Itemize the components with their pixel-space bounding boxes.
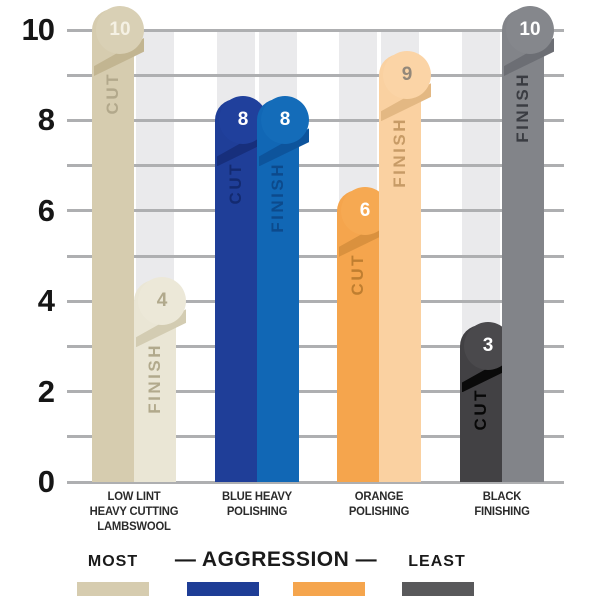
gridline	[67, 164, 564, 168]
gridline	[67, 390, 564, 394]
bar-series-label: FINISH	[390, 117, 409, 188]
bar-value: 10	[519, 19, 541, 40]
gridline	[67, 254, 564, 258]
bar-value: 6	[359, 199, 371, 221]
x-axis-label-lambswool: LOW LINT HEAVY CUTTING LAMBSWOOL	[89, 489, 179, 533]
bar-series-label: FINISH	[268, 162, 287, 234]
y-axis-tick-label: 10	[21, 12, 55, 47]
gridline	[67, 344, 564, 348]
legend-swatch-black	[402, 582, 474, 596]
legend-swatch-lambswool	[77, 582, 149, 596]
bar-series-label: CUT	[226, 162, 245, 205]
x-axis-label-blue: BLUE HEAVY POLISHING	[221, 489, 293, 518]
bar-value: 10	[109, 19, 131, 40]
legend-swatch-blue	[187, 582, 259, 596]
bar-series-label: FINISH	[145, 343, 164, 414]
bar-value-badge: 10	[506, 6, 554, 54]
bar-black-finish: 10 FINISH	[502, 0, 554, 482]
bar-series-label: CUT	[103, 72, 122, 115]
x-axis-label-orange: ORANGE POLISHING	[348, 489, 410, 518]
gridline	[67, 209, 564, 213]
bar-orange-cut: 6 CUT	[337, 0, 389, 482]
bar-shape	[502, 9, 544, 482]
bar-blue-finish: 8 FINISH	[257, 0, 309, 482]
bar-series-label: FINISH	[513, 72, 532, 143]
legend-aggression-title: — AGGRESSION —	[174, 548, 378, 571]
gridline	[67, 28, 564, 32]
bar-value-badge: 4	[138, 277, 186, 326]
bar-value: 3	[482, 335, 494, 357]
y-axis-tick-label: 0	[37, 464, 55, 499]
x-axis-label-black: BLACK FINISHING	[474, 489, 530, 518]
bar-lambswool-cut: 10 CUT	[92, 0, 144, 482]
bar-series-label: CUT	[348, 252, 367, 296]
legend-least-label: LEAST	[408, 553, 466, 570]
bar-value-badge: 8	[261, 96, 309, 145]
legend-swatch-orange	[293, 582, 365, 596]
gridline	[67, 435, 564, 439]
bar-value-badge: 9	[383, 51, 431, 100]
bar-orange-finish: 9 FINISH	[379, 0, 431, 482]
bar-value: 9	[401, 64, 413, 86]
bar-blue-cut: 8 CUT	[215, 0, 267, 482]
y-axis-tick-label: 6	[37, 192, 55, 228]
bar-value: 8	[279, 109, 291, 131]
gridline	[67, 480, 564, 484]
bar-value-badge: 10	[96, 6, 144, 54]
y-axis-tick-label: 8	[37, 102, 55, 138]
bar-value: 8	[237, 109, 249, 131]
y-axis-tick-label: 4	[37, 283, 55, 319]
bar-black-cut: 3 CUT	[460, 0, 512, 482]
bar-shape	[92, 9, 134, 482]
gridline	[67, 73, 564, 77]
bar-shape	[379, 54, 421, 482]
y-axis-tick-label: 2	[37, 373, 55, 409]
legend-most-label: MOST	[87, 553, 139, 570]
bar-value: 4	[156, 290, 168, 312]
bar-lambswool-finish: 4 FINISH	[134, 0, 186, 482]
gridline	[67, 118, 564, 122]
bar-series-label: CUT	[471, 388, 490, 431]
gridline	[67, 299, 564, 303]
